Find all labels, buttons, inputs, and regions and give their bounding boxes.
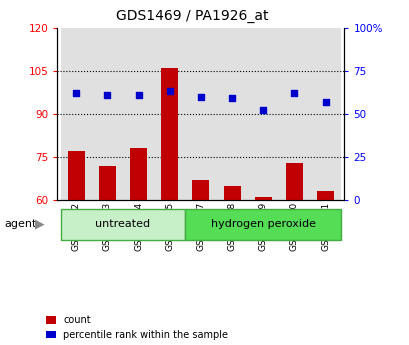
Bar bbox=[316, 191, 333, 200]
Bar bbox=[309, 28, 340, 200]
Text: ▶: ▶ bbox=[35, 218, 44, 231]
Bar bbox=[130, 148, 147, 200]
Bar bbox=[192, 180, 209, 200]
Point bbox=[228, 96, 235, 101]
Bar bbox=[223, 186, 240, 200]
Text: agent: agent bbox=[4, 219, 36, 228]
Text: hydrogen peroxide: hydrogen peroxide bbox=[210, 219, 315, 228]
Point bbox=[290, 90, 297, 96]
Point bbox=[135, 92, 142, 98]
Bar bbox=[285, 163, 302, 200]
Legend: count, percentile rank within the sample: count, percentile rank within the sample bbox=[46, 315, 228, 340]
Bar bbox=[61, 28, 92, 200]
Bar bbox=[254, 197, 271, 200]
Bar bbox=[99, 166, 116, 200]
Text: untreated: untreated bbox=[95, 219, 150, 228]
Bar bbox=[123, 28, 154, 200]
Bar bbox=[247, 28, 278, 200]
Point bbox=[104, 92, 110, 98]
Point bbox=[73, 90, 79, 96]
Bar bbox=[278, 28, 309, 200]
Bar bbox=[161, 68, 178, 200]
Point bbox=[321, 99, 328, 105]
Bar bbox=[92, 28, 123, 200]
Text: GDS1469 / PA1926_at: GDS1469 / PA1926_at bbox=[116, 9, 268, 23]
Point bbox=[259, 108, 266, 113]
Bar bbox=[61, 209, 185, 240]
Bar bbox=[67, 151, 85, 200]
Point bbox=[166, 89, 173, 94]
Bar bbox=[154, 28, 185, 200]
Bar bbox=[185, 209, 340, 240]
Point bbox=[197, 94, 204, 99]
Bar bbox=[185, 28, 216, 200]
Bar bbox=[216, 28, 247, 200]
